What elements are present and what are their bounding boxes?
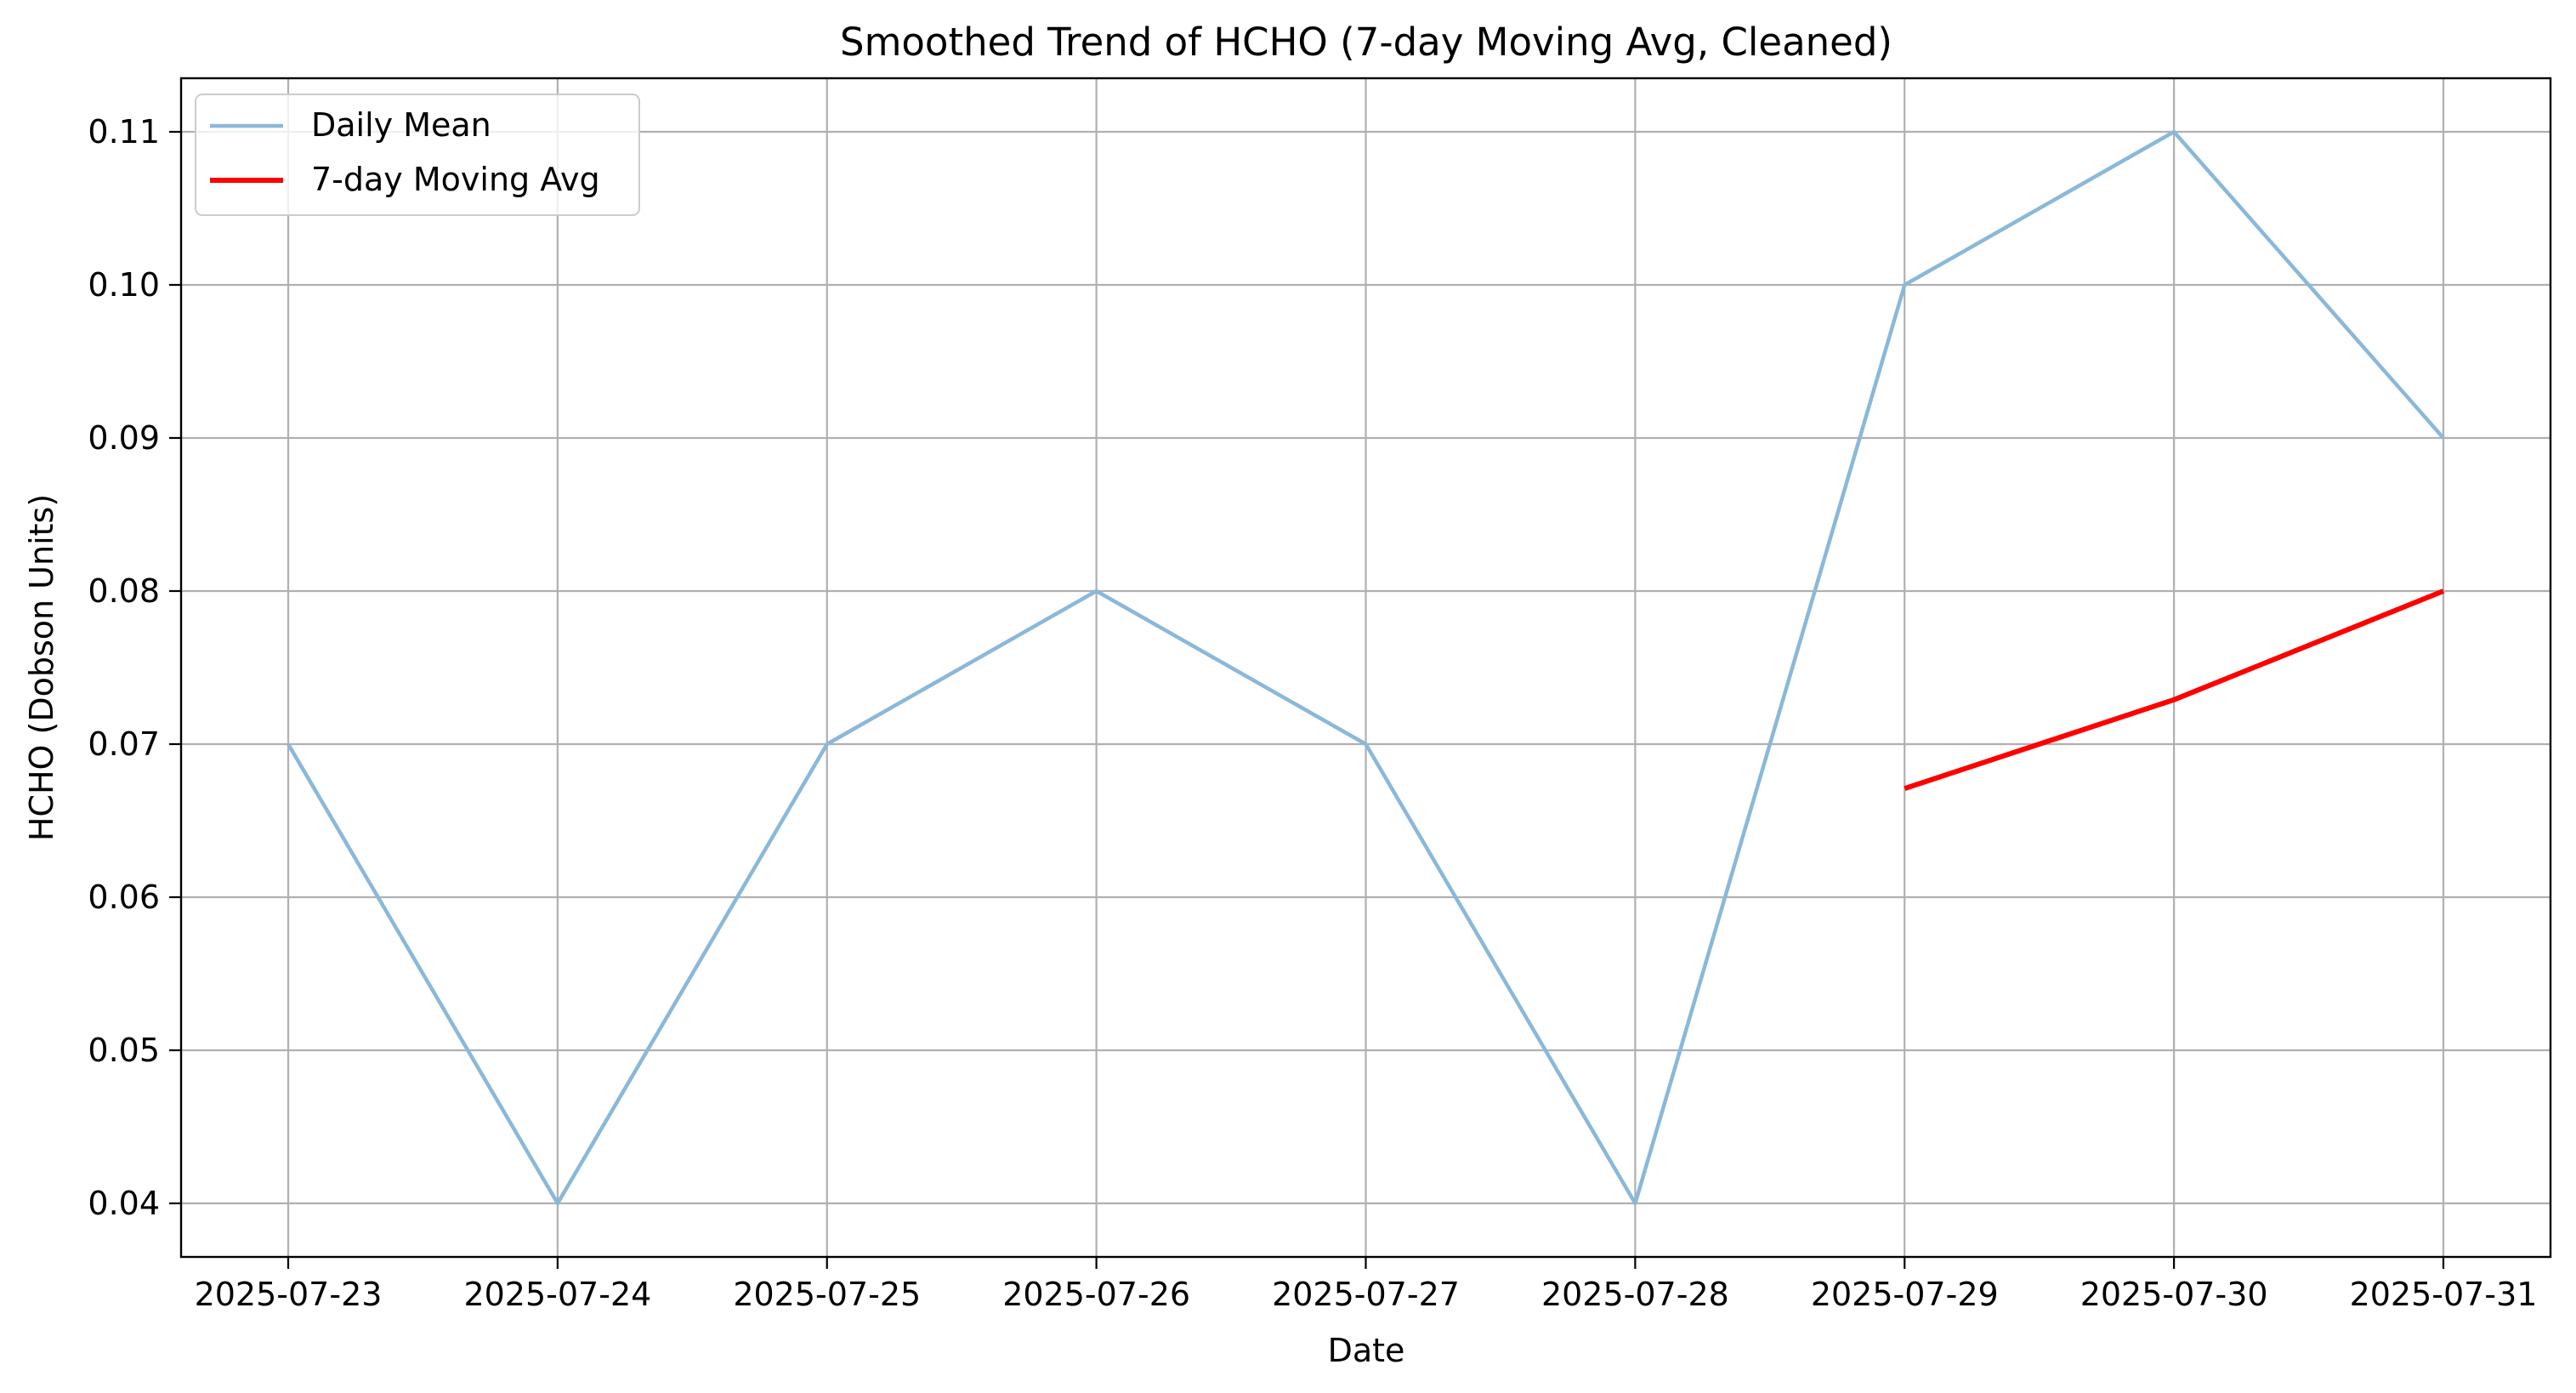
x-axis-label: Date: [1328, 1332, 1405, 1369]
y-tick-label: 0.08: [88, 572, 160, 610]
series-layer: [287, 129, 2445, 1206]
y-tick-label: 0.09: [88, 419, 160, 457]
x-tick-label: 2025-07-24: [463, 1276, 651, 1313]
legend-label-moving-avg: 7-day Moving Avg: [311, 161, 600, 198]
legend-label-daily-mean: Daily Mean: [311, 106, 491, 144]
legend: Daily Mean 7-day Moving Avg: [195, 94, 640, 216]
y-tick-label: 0.11: [88, 113, 160, 151]
y-tick-label: 0.04: [88, 1185, 160, 1222]
x-tick-label: 2025-07-30: [2080, 1276, 2268, 1313]
series-line-7-day-moving-avg: [1904, 588, 2445, 792]
x-tick-label: 2025-07-31: [2350, 1276, 2538, 1313]
x-tick-label: 2025-07-29: [1811, 1276, 1999, 1313]
grid: [181, 78, 2550, 1257]
x-tick-label: 2025-07-26: [1002, 1276, 1190, 1313]
series-line-daily-mean: [287, 129, 2445, 1206]
y-axis-label: HCHO (Dobson Units): [23, 494, 60, 841]
x-tick-label: 2025-07-25: [733, 1276, 921, 1313]
legend-box: [195, 94, 640, 216]
y-tick-label: 0.10: [88, 266, 160, 304]
x-tick-label: 2025-07-23: [195, 1276, 383, 1313]
x-axis: 2025-07-23 2025-07-24 2025-07-25 2025-07-26…: [195, 1257, 2538, 1313]
y-tick-label: 0.05: [88, 1032, 160, 1069]
y-axis: 0.04 0.05 0.06 0.07 0.08 0.09 0.10 0.11: [88, 113, 181, 1222]
y-tick-label: 0.06: [88, 878, 160, 916]
chart-title: Smoothed Trend of HCHO (7-day Moving Avg…: [840, 20, 1892, 65]
x-tick-label: 2025-07-28: [1541, 1276, 1729, 1313]
y-tick-label: 0.07: [88, 725, 160, 763]
x-tick-label: 2025-07-27: [1272, 1276, 1460, 1313]
